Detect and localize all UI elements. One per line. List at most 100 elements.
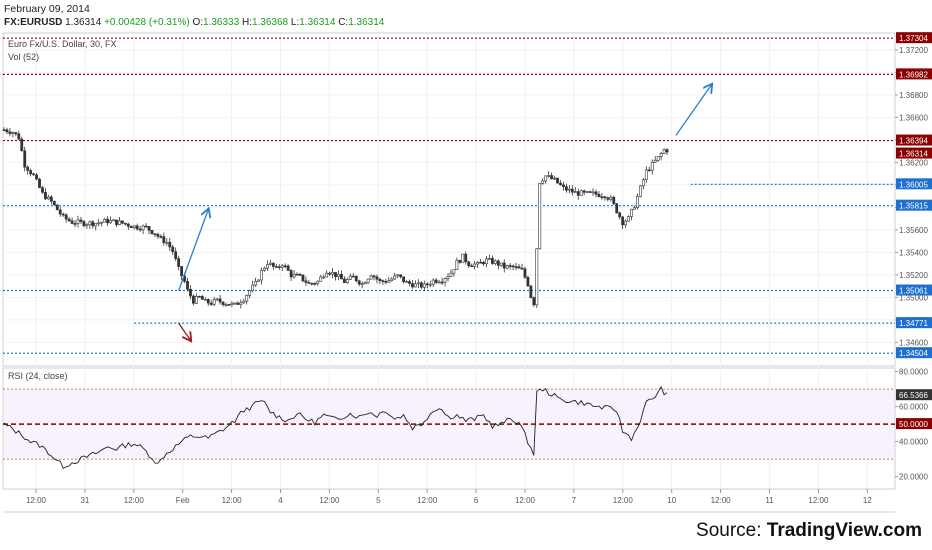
candle xyxy=(85,224,89,227)
candle xyxy=(147,226,151,231)
candle xyxy=(32,173,36,176)
candle xyxy=(242,300,246,304)
resistance-price-tag xyxy=(896,134,932,146)
candle xyxy=(153,233,157,236)
candle xyxy=(532,297,536,306)
candle xyxy=(517,266,521,269)
candle xyxy=(641,179,645,187)
candle xyxy=(638,185,642,197)
candle xyxy=(141,225,145,231)
candle xyxy=(239,302,243,305)
candle xyxy=(541,180,545,184)
candle xyxy=(271,262,275,267)
candle xyxy=(402,276,406,283)
candle xyxy=(26,166,30,171)
candle xyxy=(159,236,163,238)
volume-label: Vol (52) xyxy=(8,52,39,62)
candle xyxy=(405,281,408,283)
candle xyxy=(295,273,299,276)
candle xyxy=(665,149,669,153)
candle xyxy=(129,226,133,229)
last-price-label: 1.36314 xyxy=(899,150,928,159)
symbol-label[interactable]: FX:EURUSD xyxy=(4,17,63,28)
candle xyxy=(650,161,654,171)
support-price-tag xyxy=(896,178,932,190)
candle xyxy=(553,177,556,180)
source-prefix: Source: xyxy=(696,520,767,541)
x-tick-label: 12:00 xyxy=(319,496,340,505)
candle xyxy=(396,274,400,277)
candle xyxy=(61,213,65,216)
candle xyxy=(567,188,571,191)
candle xyxy=(112,219,115,222)
x-tick-label: 12:00 xyxy=(613,496,634,505)
candle xyxy=(221,301,225,305)
candle xyxy=(174,251,178,259)
candle xyxy=(233,302,237,305)
candle xyxy=(342,278,346,283)
candle xyxy=(573,191,577,193)
support-price-tag xyxy=(896,317,932,329)
candle xyxy=(490,258,494,264)
candle xyxy=(307,282,311,284)
candle xyxy=(109,220,112,224)
candle xyxy=(354,275,358,282)
arrow-up xyxy=(178,210,209,291)
candle xyxy=(419,282,423,288)
last-price-tag xyxy=(896,147,932,159)
candle xyxy=(564,186,568,191)
candle xyxy=(126,223,130,227)
candle xyxy=(594,191,598,195)
candle xyxy=(576,191,580,196)
candle xyxy=(298,274,302,276)
candle xyxy=(428,283,432,286)
candle xyxy=(55,204,59,211)
candle xyxy=(88,221,92,226)
candle xyxy=(322,276,326,279)
candle xyxy=(603,196,607,199)
candle xyxy=(621,216,625,226)
candle xyxy=(260,269,263,281)
candle xyxy=(67,218,71,222)
candle xyxy=(647,169,651,172)
candle xyxy=(79,219,83,222)
candle xyxy=(274,266,278,268)
rsi-y-tick-label: 60.0000 xyxy=(899,403,928,412)
candle xyxy=(248,290,252,296)
last-price: 1.36314 xyxy=(65,17,102,28)
x-tick-label: 10 xyxy=(667,496,676,505)
candle xyxy=(464,253,468,263)
candle xyxy=(310,282,314,285)
candle xyxy=(331,272,334,275)
candle xyxy=(470,265,474,268)
x-tick-label: 11 xyxy=(765,496,774,505)
candle xyxy=(644,169,648,181)
candle xyxy=(23,150,27,168)
source-brand[interactable]: TradingView.com xyxy=(766,520,922,541)
rsi-y-tick-label: 80.0000 xyxy=(899,368,928,377)
candle xyxy=(212,299,216,305)
candle xyxy=(76,219,80,224)
candle xyxy=(206,298,210,304)
candle xyxy=(585,191,589,193)
candle xyxy=(8,131,12,134)
candle xyxy=(41,187,44,193)
candle xyxy=(348,275,352,280)
candle xyxy=(49,196,53,202)
support-price-label: 1.34504 xyxy=(899,349,928,358)
candle xyxy=(434,279,438,283)
candle xyxy=(132,225,136,229)
candle xyxy=(482,262,485,265)
candle xyxy=(123,222,127,225)
candle xyxy=(268,262,272,265)
candle xyxy=(168,241,172,248)
candle xyxy=(416,282,420,285)
candle xyxy=(458,260,462,263)
x-tick-label: 5 xyxy=(376,496,381,505)
candle xyxy=(550,175,554,180)
candle xyxy=(64,214,68,220)
y-tick-label: 1.35600 xyxy=(899,226,928,235)
candle xyxy=(452,269,456,274)
arrow-down xyxy=(178,322,191,340)
